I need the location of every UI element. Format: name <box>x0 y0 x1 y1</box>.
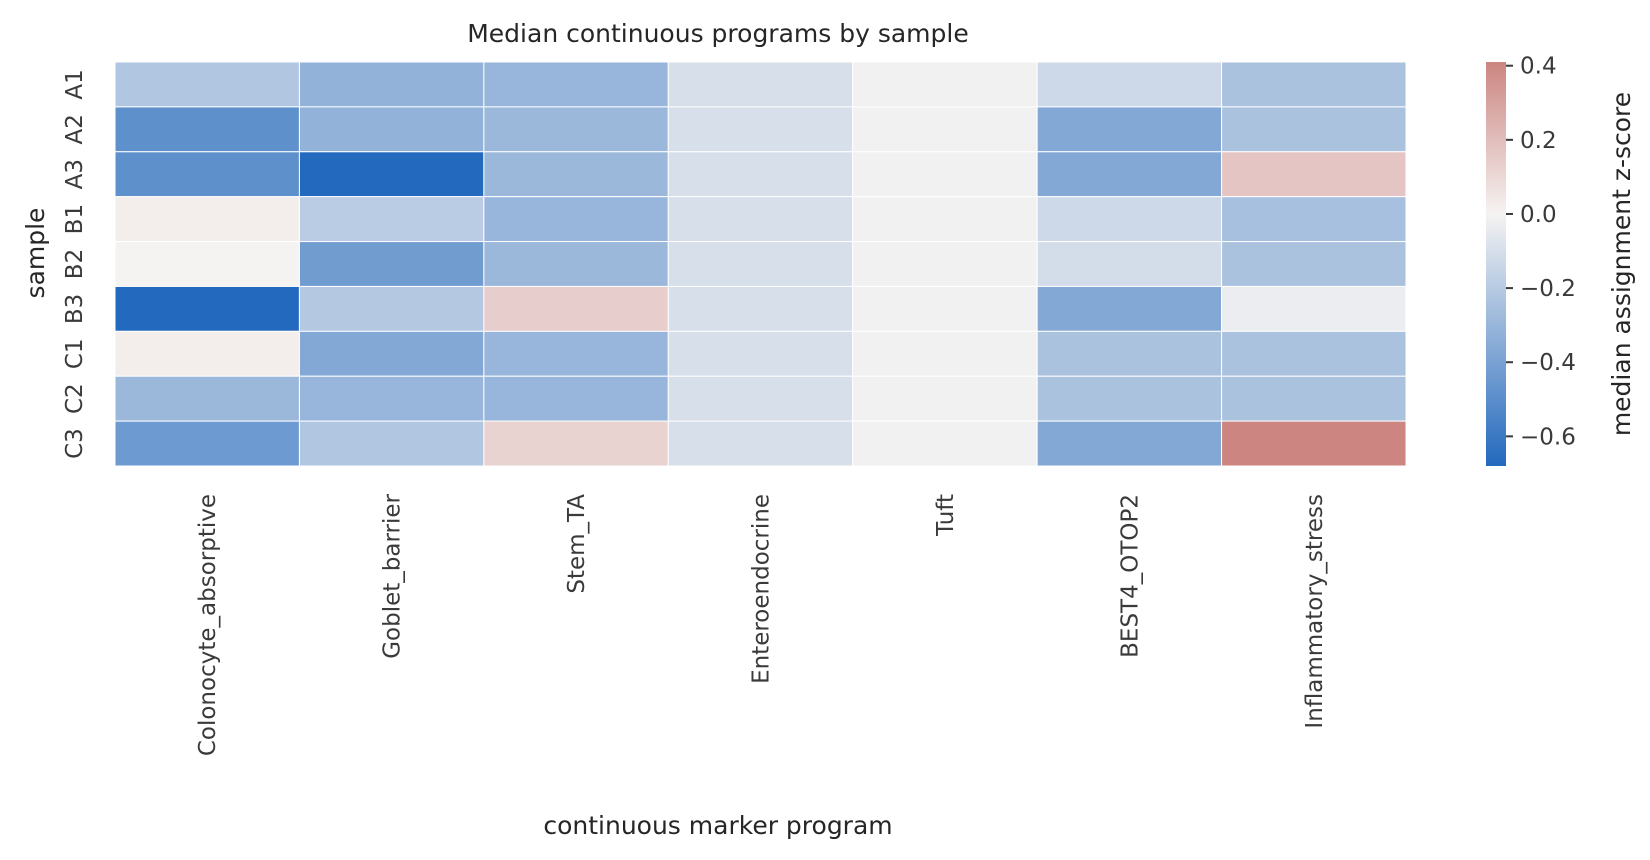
heatmap-cell <box>298 420 485 467</box>
x-tick-label: Enteroendocrine <box>749 494 775 684</box>
heatmap-cell <box>852 330 1038 377</box>
y-tick-label: B1 <box>62 204 88 234</box>
heatmap-cell <box>852 420 1038 467</box>
heatmap-cell <box>1221 196 1407 243</box>
chart-title: Median continuous programs by sample <box>467 19 969 48</box>
heatmap-cell <box>852 106 1038 153</box>
heatmap-cell <box>852 375 1038 422</box>
heatmap-cell <box>667 330 854 377</box>
x-tick-label: Inflammatory_stress <box>1302 494 1328 729</box>
heatmap-cell <box>114 420 300 467</box>
heatmap-cell <box>483 330 669 377</box>
heatmap-cell <box>667 241 854 287</box>
heatmap-cell <box>1036 420 1223 467</box>
heatmap-cell <box>1036 151 1223 198</box>
colorbar-ticks: −0.6 −0.4 −0.2 0.0 0.2 0.4 <box>1506 54 1576 450</box>
heatmap-cell <box>1036 241 1223 287</box>
heatmap-cell <box>483 285 669 332</box>
x-tick-label: BEST4_OTOP2 <box>1117 494 1143 658</box>
y-tick-label: B2 <box>62 249 88 279</box>
y-tick-labels: A1 A2 A3 B1 B2 B3 C1 C2 C3 <box>62 69 88 459</box>
x-tick-label: Tuft <box>933 494 959 537</box>
heatmap-cell <box>852 241 1038 287</box>
heatmap-cell <box>483 196 669 243</box>
heatmap-cell <box>1221 285 1407 332</box>
heatmap-cell <box>483 61 669 108</box>
heatmap-cell <box>114 330 300 377</box>
heatmap-cell <box>852 285 1038 332</box>
heatmap-cell <box>1036 330 1223 377</box>
heatmap-cell <box>667 106 854 153</box>
heatmap-cell <box>298 285 485 332</box>
heatmap-cell <box>1036 61 1223 108</box>
heatmap-cell <box>483 420 669 467</box>
heatmap-cell <box>114 241 300 287</box>
heatmap-cell <box>667 151 854 198</box>
heatmap-cell <box>1221 61 1407 108</box>
colorbar-tick-label: −0.2 <box>1520 276 1576 302</box>
heatmap-cells <box>114 61 1407 467</box>
heatmap-cell <box>114 106 300 153</box>
heatmap-cell <box>667 420 854 467</box>
heatmap-cell <box>1036 375 1223 422</box>
colorbar: −0.6 −0.4 −0.2 0.0 0.2 0.4 median assignment … <box>1486 54 1636 466</box>
y-tick-label: A2 <box>62 114 88 144</box>
heatmap-cell <box>114 196 300 243</box>
heatmap-cell <box>298 61 485 108</box>
colorbar-tick-label: 0.0 <box>1520 202 1557 228</box>
heatmap-cell <box>298 330 485 377</box>
heatmap-cell <box>114 375 300 422</box>
heatmap-cell <box>852 61 1038 108</box>
colorbar-tick-label: −0.4 <box>1520 350 1576 376</box>
heatmap-cell <box>1036 285 1223 332</box>
heatmap-cell <box>114 61 300 108</box>
y-tick-label: B3 <box>62 294 88 324</box>
x-tick-labels: Colonocyte_absorptive Goblet_barrier Stem_… <box>195 493 1328 756</box>
heatmap-cell <box>1221 330 1407 377</box>
heatmap-cell <box>1221 420 1407 467</box>
heatmap-cell <box>483 375 669 422</box>
heatmap-cell <box>1221 375 1407 422</box>
heatmap-cell <box>667 285 854 332</box>
heatmap-cell <box>298 151 485 198</box>
heatmap-cell <box>298 196 485 243</box>
colorbar-label: median assignment z-score <box>1607 92 1636 436</box>
heatmap-cell <box>298 106 485 153</box>
heatmap-cell <box>667 375 854 422</box>
heatmap-cell <box>483 241 669 287</box>
x-tick-label: Goblet_barrier <box>380 493 406 658</box>
x-axis-label: continuous marker program <box>543 811 892 840</box>
heatmap-cell <box>1221 151 1407 198</box>
heatmap-cell <box>114 151 300 198</box>
y-tick-label: C1 <box>62 338 88 369</box>
x-tick-label: Colonocyte_absorptive <box>195 494 221 756</box>
heatmap-cell <box>114 285 300 332</box>
colorbar-tick-label: 0.4 <box>1520 54 1557 80</box>
heatmap-cell <box>298 375 485 422</box>
heatmap-cell <box>1221 241 1407 287</box>
heatmap-cell <box>852 151 1038 198</box>
y-tick-label: C3 <box>62 428 88 459</box>
heatmap-cell <box>483 106 669 153</box>
heatmap-cell <box>852 196 1038 243</box>
heatmap-cell <box>1221 106 1407 153</box>
x-tick-label: Stem_TA <box>564 494 590 594</box>
colorbar-tick-label: −0.6 <box>1520 424 1576 450</box>
heatmap-cell <box>1036 106 1223 153</box>
heatmap-cell <box>1036 196 1223 243</box>
heatmap-cell <box>298 241 485 287</box>
colorbar-gradient <box>1486 62 1506 466</box>
heatmap-cell <box>667 61 854 108</box>
heatmap-cell <box>483 151 669 198</box>
y-tick-label: C2 <box>62 383 88 414</box>
y-axis-label: sample <box>21 208 50 299</box>
colorbar-tick-label: 0.2 <box>1520 128 1557 154</box>
y-tick-label: A1 <box>62 69 88 99</box>
heatmap-cell <box>667 196 854 243</box>
y-tick-label: A3 <box>62 159 88 189</box>
